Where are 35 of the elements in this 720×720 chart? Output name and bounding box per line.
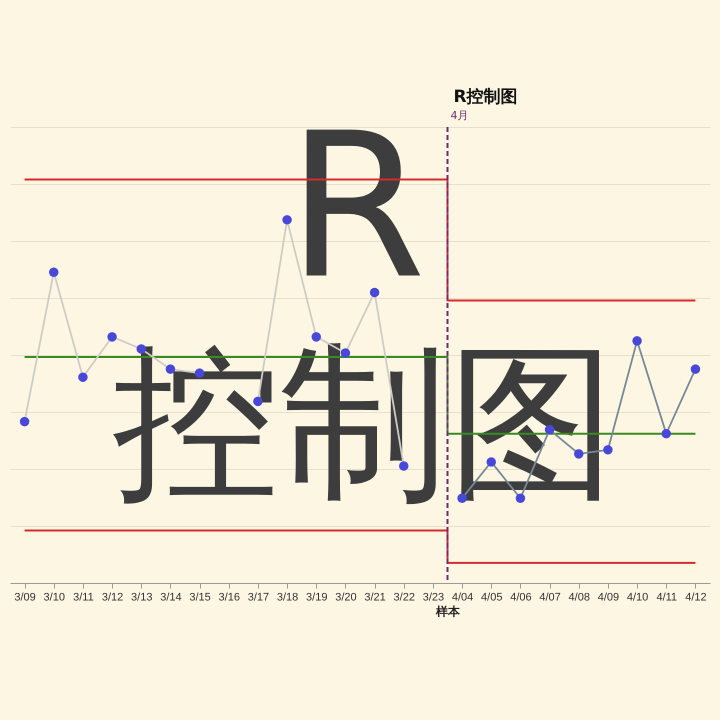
x-tick-label: 3/23 [422,592,444,604]
x-tick-label: 4/07 [539,592,561,604]
x-tick-label: 3/10 [44,592,65,604]
ref-line-label: 4月 [450,109,468,122]
point [20,416,30,426]
x-tick-label: 4/10 [626,592,648,604]
x-tick-label: 3/16 [218,592,240,604]
x-tick-label: 4/09 [598,592,620,604]
x-tick-label: 4/04 [452,592,474,604]
x-tick-label: 4/05 [481,592,502,604]
point [662,428,671,438]
x-tick-label: 3/12 [102,592,124,604]
x-tick-label: 4/12 [685,592,707,604]
x-tick-label: 3/18 [276,592,298,604]
x-tick-label: 3/22 [394,592,415,604]
x-tick-label: 3/14 [160,592,182,604]
x-tick-label: 4/11 [656,592,678,604]
x-tick-label: 3/11 [73,592,94,604]
point [78,372,88,382]
point [632,336,642,346]
x-tick-label: 4/06 [510,592,532,604]
x-tick-label: 3/19 [306,592,328,604]
point [107,332,117,342]
x-tick-label: 3/09 [14,592,36,604]
x-tick-label: 3/13 [131,592,152,604]
point [690,364,700,374]
x-tick-label: 3/17 [248,592,270,604]
point [312,332,321,342]
x-tick-label: 4/08 [568,592,590,604]
point [49,268,58,278]
x-tick-label: 3/20 [335,592,357,604]
x-axis-title: 样本 [435,604,461,618]
x-tick-label: 3/15 [189,592,211,604]
chart-title: R控制图 [454,87,518,107]
x-tick-label: 3/21 [364,592,386,604]
